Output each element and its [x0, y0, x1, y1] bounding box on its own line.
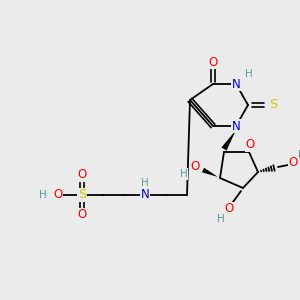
Text: O: O: [208, 56, 217, 68]
Text: H: H: [39, 190, 47, 200]
Polygon shape: [202, 168, 218, 177]
Text: H: H: [298, 150, 300, 160]
Text: O: O: [190, 160, 200, 172]
Text: O: O: [288, 157, 298, 169]
Text: S: S: [78, 188, 86, 202]
Text: O: O: [53, 188, 63, 202]
Text: H: H: [180, 169, 188, 179]
Text: S: S: [269, 98, 277, 112]
Text: O: O: [245, 139, 255, 152]
Text: N: N: [141, 188, 149, 202]
Polygon shape: [221, 130, 236, 151]
Text: O: O: [224, 202, 234, 215]
Text: O: O: [77, 208, 87, 221]
Text: O: O: [77, 169, 87, 182]
Text: N: N: [232, 77, 240, 91]
Text: H: H: [141, 178, 149, 188]
Text: H: H: [245, 69, 253, 79]
Text: H: H: [217, 214, 225, 224]
Text: N: N: [232, 119, 240, 133]
